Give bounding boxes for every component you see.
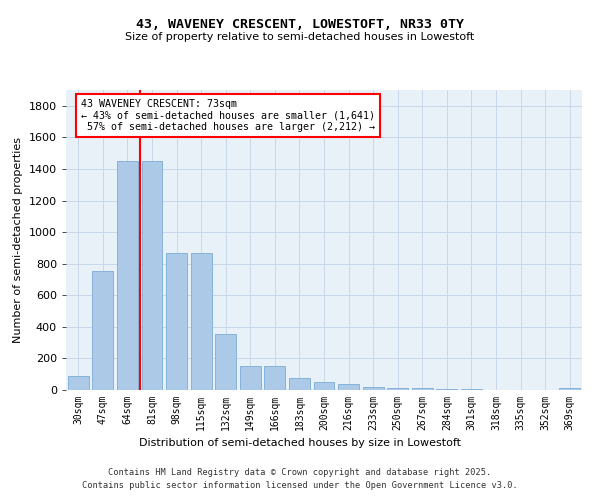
Bar [289,378,310,390]
Text: Size of property relative to semi-detached houses in Lowestoft: Size of property relative to semi-detach… [125,32,475,42]
Bar [338,384,359,390]
Text: Contains HM Land Registry data © Crown copyright and database right 2025.: Contains HM Land Registry data © Crown c… [109,468,491,477]
Bar [240,366,261,390]
Bar [265,366,286,390]
Text: 43 WAVENEY CRESCENT: 73sqm
← 43% of semi-detached houses are smaller (1,641)
 57: 43 WAVENEY CRESCENT: 73sqm ← 43% of semi… [82,99,376,132]
Bar [559,388,580,390]
Bar [314,382,334,390]
Y-axis label: Number of semi-detached properties: Number of semi-detached properties [13,137,23,343]
Text: Contains public sector information licensed under the Open Government Licence v3: Contains public sector information licen… [82,480,518,490]
Bar [215,334,236,390]
Bar [117,161,138,390]
Bar [191,252,212,390]
Bar [412,388,433,390]
Bar [142,161,163,390]
Text: 43, WAVENEY CRESCENT, LOWESTOFT, NR33 0TY: 43, WAVENEY CRESCENT, LOWESTOFT, NR33 0T… [136,18,464,30]
Bar [387,388,408,390]
Bar [68,376,89,390]
Bar [436,389,457,390]
Bar [362,386,383,390]
Bar [166,252,187,390]
Text: Distribution of semi-detached houses by size in Lowestoft: Distribution of semi-detached houses by … [139,438,461,448]
Bar [92,271,113,390]
